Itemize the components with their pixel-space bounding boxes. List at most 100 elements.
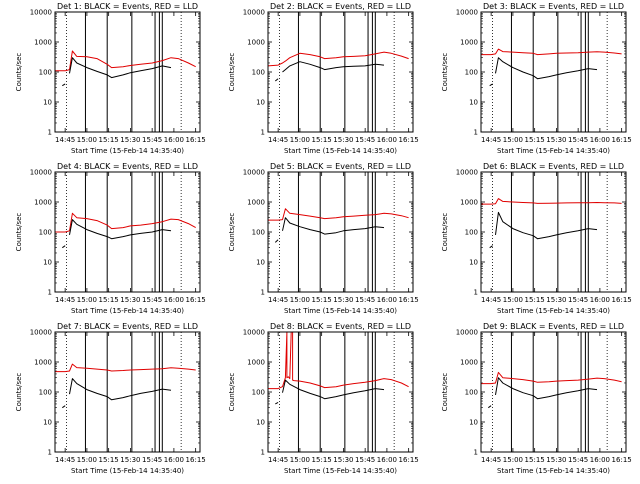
panel-9: Det 9: BLACK = Events, RED = LLD Counts/s…: [441, 322, 632, 475]
panel-1: Det 1: BLACK = Events, RED = LLD Counts/s…: [15, 2, 206, 155]
series-lld-line: [268, 332, 409, 390]
x-axis-label: Start Time (15-Feb-14 14:35:40): [497, 147, 610, 155]
panel-7: Det 7: BLACK = Events, RED = LLD Counts/s…: [15, 322, 206, 475]
y-tick-label: 10: [469, 99, 478, 107]
y-tick-label: 100: [465, 69, 478, 77]
y-axis-label: Counts/sec: [15, 373, 23, 412]
panel-title: Det 2: BLACK = Events, RED = LLD: [270, 2, 411, 11]
y-tick-label: 1000: [460, 39, 478, 47]
y-tick-label: 1: [48, 449, 52, 457]
x-tick-label: 16:00: [377, 456, 397, 464]
series-lld-line: [55, 212, 196, 233]
plot-frame: [54, 331, 201, 453]
y-tick-label: 10000: [30, 169, 52, 177]
x-tick-label: 14:45: [481, 456, 501, 464]
y-tick-label: 1000: [34, 199, 52, 207]
plot-frame: [480, 331, 627, 453]
x-tick-label: 14:45: [481, 136, 501, 144]
panel-title: Det 6: BLACK = Events, RED = LLD: [483, 162, 624, 171]
plot-area: [268, 12, 409, 132]
y-tick-label: 10000: [456, 169, 478, 177]
y-tick-label: 10000: [30, 9, 52, 17]
x-tick-label: 14:45: [268, 296, 288, 304]
x-tick-label: 16:00: [164, 456, 184, 464]
x-tick-label: 15:30: [333, 296, 353, 304]
x-tick-label: 15:45: [142, 136, 162, 144]
y-tick-label: 10: [43, 99, 52, 107]
y-tick-label: 1: [48, 289, 52, 297]
x-tick-label: 15:00: [77, 136, 97, 144]
series-events-line: [282, 217, 385, 235]
x-tick-label: 15:30: [546, 456, 566, 464]
y-axis-label: Counts/sec: [441, 213, 449, 252]
panel-title: Det 3: BLACK = Events, RED = LLD: [483, 2, 624, 11]
y-axis-label: Counts/sec: [441, 373, 449, 412]
x-tick-label: 15:45: [355, 296, 375, 304]
y-tick-label: 1: [474, 289, 478, 297]
y-tick-label: 1000: [34, 359, 52, 367]
series-lld-line: [481, 48, 622, 56]
y-tick-label: 10: [43, 419, 52, 427]
series-events-line: [489, 83, 493, 87]
series-lld-line: [268, 51, 409, 67]
y-axis-label: Counts/sec: [228, 213, 236, 252]
x-tick-label: 16:15: [399, 296, 419, 304]
y-tick-label: 10000: [30, 329, 52, 337]
x-tick-label: 15:00: [290, 456, 310, 464]
x-axis-label: Start Time (15-Feb-14 14:35:40): [284, 147, 397, 155]
series-lld-line: [55, 50, 196, 72]
x-tick-label: 15:15: [525, 296, 545, 304]
y-tick-label: 10000: [243, 9, 265, 17]
y-tick-label: 10: [256, 99, 265, 107]
plot-area: [55, 12, 196, 132]
y-tick-label: 10: [256, 259, 265, 267]
plot-frame: [54, 171, 201, 293]
x-tick-label: 15:00: [503, 296, 523, 304]
y-tick-label: 10000: [456, 329, 478, 337]
x-tick-label: 15:30: [546, 296, 566, 304]
y-tick-label: 1: [48, 129, 52, 137]
y-tick-label: 100: [39, 389, 52, 397]
x-tick-label: 15:30: [120, 136, 140, 144]
x-tick-label: 15:45: [568, 136, 588, 144]
panel-title: Det 5: BLACK = Events, RED = LLD: [270, 162, 411, 171]
x-tick-label: 14:45: [268, 136, 288, 144]
x-axis-label: Start Time (15-Feb-14 14:35:40): [284, 467, 397, 475]
x-axis-label: Start Time (15-Feb-14 14:35:40): [497, 307, 610, 315]
x-axis-label: Start Time (15-Feb-14 14:35:40): [284, 307, 397, 315]
y-axis-label: Counts/sec: [441, 53, 449, 92]
panel-title: Det 7: BLACK = Events, RED = LLD: [57, 322, 198, 331]
y-tick-label: 1000: [460, 199, 478, 207]
y-tick-label: 1000: [247, 39, 265, 47]
y-tick-label: 10000: [243, 169, 265, 177]
x-tick-label: 15:15: [312, 136, 332, 144]
x-tick-label: 15:00: [77, 456, 97, 464]
x-axis-label: Start Time (15-Feb-14 14:35:40): [71, 147, 184, 155]
x-tick-label: 15:45: [355, 136, 375, 144]
y-tick-label: 10000: [456, 9, 478, 17]
plot-area: [481, 172, 622, 292]
x-tick-label: 14:45: [55, 456, 75, 464]
panel-title: Det 1: BLACK = Events, RED = LLD: [57, 2, 198, 11]
series-events-line: [495, 211, 598, 240]
series-events-line: [489, 245, 493, 249]
y-tick-label: 100: [39, 229, 52, 237]
plot-area: [481, 332, 622, 452]
plot-frame: [267, 331, 414, 453]
y-tick-label: 100: [465, 389, 478, 397]
y-tick-label: 1000: [460, 359, 478, 367]
y-tick-label: 100: [252, 69, 265, 77]
x-axis-label: Start Time (15-Feb-14 14:35:40): [497, 467, 610, 475]
y-tick-label: 10: [469, 259, 478, 267]
x-tick-label: 16:00: [590, 456, 610, 464]
x-tick-label: 14:45: [481, 296, 501, 304]
plot-frame: [267, 171, 414, 293]
series-events-line: [69, 219, 172, 240]
plot-frame: [267, 11, 414, 133]
x-tick-label: 15:30: [333, 456, 353, 464]
panel-title: Det 8: BLACK = Events, RED = LLD: [270, 322, 411, 331]
panel-title: Det 9: BLACK = Events, RED = LLD: [483, 322, 624, 331]
y-tick-label: 100: [252, 229, 265, 237]
x-axis-label: Start Time (15-Feb-14 14:35:40): [71, 307, 184, 315]
